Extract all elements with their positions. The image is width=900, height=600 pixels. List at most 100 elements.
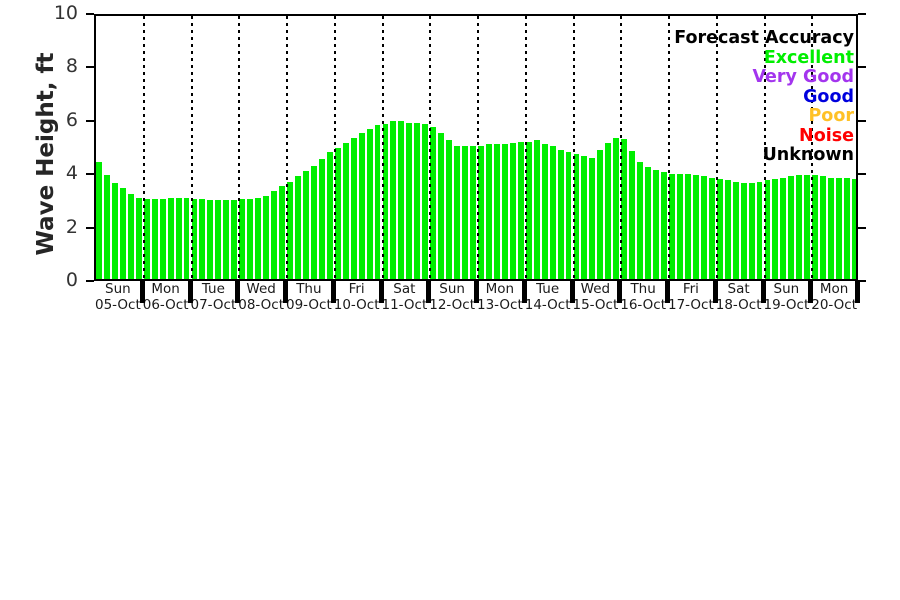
bar [669, 173, 675, 279]
bar [724, 180, 731, 279]
bar [796, 174, 803, 279]
bar [302, 170, 309, 279]
bar [390, 121, 397, 279]
x-axis-weekday: Sat [727, 281, 750, 297]
x-axis-day-tick [235, 281, 241, 303]
bar [294, 176, 301, 279]
x-axis-day-label: Fri 17-Oct [667, 281, 715, 312]
x-axis-day-tick [187, 281, 193, 303]
x-axis-date: 09-Oct [285, 297, 332, 313]
bar [541, 144, 548, 279]
bar [191, 198, 198, 279]
day-separator [477, 16, 479, 279]
bar [653, 169, 660, 279]
bar [127, 193, 134, 279]
bar [96, 161, 102, 279]
x-axis-date: 10-Oct [333, 297, 380, 313]
bar [772, 178, 779, 279]
bar [271, 190, 278, 279]
bar [645, 166, 652, 279]
x-axis-date: 16-Oct [620, 297, 667, 313]
bar [310, 165, 317, 279]
y-tick-label: 2 [65, 215, 78, 238]
x-axis-weekday: Wed [246, 281, 276, 297]
bar [350, 137, 357, 279]
day-separator [524, 16, 527, 279]
bar [788, 176, 795, 279]
bar [533, 140, 540, 279]
x-axis-weekday: Thu [630, 281, 656, 297]
day-separator [286, 16, 288, 279]
x-axis-day-tick [712, 281, 718, 303]
bar [223, 200, 230, 279]
bar [804, 174, 811, 279]
bar [334, 148, 341, 279]
day-separator [333, 16, 336, 279]
x-axis-end-tick [855, 281, 860, 303]
bar [358, 133, 365, 279]
bar [175, 197, 182, 279]
bar [263, 196, 270, 279]
x-axis-weekday: Mon [485, 281, 515, 297]
x-axis-day-tick [760, 281, 766, 303]
x-axis-day-label: Sun 19-Oct [763, 281, 811, 312]
bar [382, 124, 389, 279]
bar [684, 173, 691, 279]
bar [326, 152, 333, 279]
bar [318, 158, 325, 279]
bar [525, 141, 532, 279]
x-axis-day-tick [569, 281, 575, 303]
x-axis-day-label: Mon 13-Oct [476, 281, 524, 312]
x-axis-date: 19-Oct [763, 297, 810, 313]
x-axis-day-label: Sat 18-Oct [715, 281, 763, 312]
y-tick-right [858, 119, 866, 122]
x-axis-day-tick [283, 281, 288, 303]
bar [414, 122, 421, 279]
x-axis-weekday: Mon [819, 281, 849, 297]
x-axis-day-label: Sat 11-Oct [381, 281, 429, 312]
x-axis-day-label: Wed 15-Oct [572, 281, 620, 312]
bar [247, 198, 254, 279]
x-axis-date: 15-Oct [572, 297, 619, 313]
y-tick-right [858, 66, 866, 69]
bar [613, 137, 620, 279]
x-axis-date: 12-Oct [429, 297, 476, 313]
day-separator [238, 16, 241, 279]
bar-series [96, 16, 856, 279]
bar [167, 197, 174, 279]
bar [287, 181, 293, 279]
bar [279, 185, 285, 279]
bar [844, 177, 851, 279]
bar [374, 125, 381, 279]
bar [493, 144, 500, 279]
y-tick-label: 4 [65, 162, 78, 185]
x-axis-weekday: Sat [393, 281, 416, 297]
bar [501, 144, 508, 279]
y-tick-right [858, 280, 866, 282]
bar [159, 198, 166, 279]
x-axis-date: 17-Oct [667, 297, 714, 313]
x-axis-day-tick [139, 281, 145, 303]
day-separator [620, 16, 623, 279]
x-axis-weekday: Mon [151, 281, 180, 297]
bar [231, 200, 238, 279]
x-axis-day-label: Thu 09-Oct [285, 281, 333, 312]
y-tick-label: 0 [65, 269, 78, 291]
bar [661, 172, 667, 279]
y-tick-right [858, 13, 866, 15]
day-separator [572, 16, 575, 279]
bar [398, 121, 405, 279]
x-axis-day-tick [665, 281, 670, 303]
bar [764, 180, 771, 279]
day-separator [142, 16, 145, 279]
bar [517, 141, 524, 279]
bar [732, 181, 739, 279]
x-axis-weekday: Fri [348, 281, 365, 297]
x-axis-day-tick [330, 281, 336, 303]
x-axis-day-label: Mon 06-Oct [142, 281, 190, 312]
bar [478, 145, 484, 279]
y-tick-label: 8 [65, 55, 78, 78]
x-axis-weekday: Sun [105, 281, 131, 297]
x-axis-day-tick [808, 281, 814, 303]
bar [485, 144, 492, 279]
